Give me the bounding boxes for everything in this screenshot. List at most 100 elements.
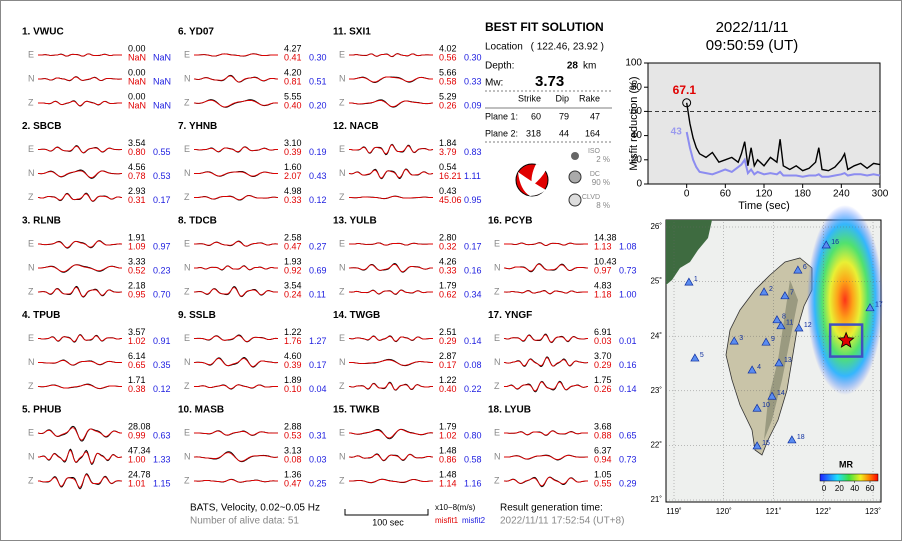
amplitude: 2.87 bbox=[439, 351, 457, 361]
station-title: 7. YHNB bbox=[178, 121, 217, 132]
component-label: Z bbox=[494, 475, 500, 485]
misfit2: 1.08 bbox=[619, 241, 637, 251]
misfit2: 1.27 bbox=[309, 336, 327, 346]
synthetic-waveform bbox=[349, 478, 433, 483]
colorbar-tick-label: 40 bbox=[850, 484, 859, 493]
component-label: N bbox=[184, 168, 191, 178]
station-title: 6. YD07 bbox=[178, 27, 214, 38]
misfit1: 2.07 bbox=[284, 171, 302, 181]
misfit1: 1.01 bbox=[128, 478, 146, 488]
amplitude: 1.60 bbox=[284, 162, 302, 172]
event-date: 2022/11/11 bbox=[716, 19, 789, 36]
component-label: Z bbox=[184, 192, 190, 202]
amplitude: 4.20 bbox=[284, 67, 302, 77]
synthetic-waveform bbox=[38, 473, 123, 489]
component-label: E bbox=[339, 49, 345, 59]
source-box bbox=[828, 323, 864, 358]
amplitude: 28.08 bbox=[128, 421, 151, 431]
component-label: E bbox=[28, 144, 34, 154]
misfit2: 0.11 bbox=[309, 289, 326, 299]
synthetic-waveform bbox=[503, 290, 588, 295]
station-title: 11. SXI1 bbox=[333, 27, 371, 38]
component-label: E bbox=[339, 427, 345, 437]
synthetic-waveform bbox=[503, 476, 588, 487]
component-label: E bbox=[184, 333, 190, 343]
lon-label: 120˚ bbox=[716, 507, 732, 516]
annotation: 43 bbox=[671, 127, 683, 138]
misfit2: 0.04 bbox=[309, 384, 327, 394]
synthetic-waveform bbox=[348, 169, 434, 179]
synthetic-waveform bbox=[37, 286, 123, 297]
amplitude: 1.84 bbox=[439, 138, 457, 148]
y-tick-label: 40 bbox=[631, 130, 643, 141]
x-tick-label: 0 bbox=[684, 189, 690, 200]
colorbar bbox=[819, 473, 879, 482]
station-number: 5 bbox=[700, 352, 704, 359]
component-label: N bbox=[339, 357, 346, 367]
synthetic-waveform bbox=[193, 75, 278, 83]
x-tick-label: 300 bbox=[872, 189, 889, 200]
component-label: N bbox=[339, 168, 346, 178]
synthetic-waveform bbox=[348, 454, 434, 461]
station-title: 15. TWKB bbox=[333, 405, 380, 416]
misfit1: 3.79 bbox=[439, 147, 457, 157]
component-label: Z bbox=[184, 475, 190, 485]
synthetic-waveform bbox=[349, 144, 434, 155]
misfit2: 0.25 bbox=[309, 478, 327, 488]
station-number: 10 bbox=[762, 402, 770, 409]
amplitude: 2.88 bbox=[284, 421, 302, 431]
component-label: E bbox=[28, 427, 34, 437]
component-label: E bbox=[28, 49, 34, 59]
misfit2: 0.16 bbox=[619, 360, 637, 370]
misfit2: 0.17 bbox=[464, 241, 482, 251]
misfit2: 0.73 bbox=[619, 454, 637, 464]
location: ( 122.46, 23.92 ) bbox=[531, 42, 604, 53]
table-header: Dip bbox=[555, 93, 569, 103]
amplitude: 2.80 bbox=[439, 232, 457, 242]
synthetic-waveform bbox=[504, 454, 589, 460]
amplitude: 2.93 bbox=[128, 186, 146, 196]
misfit1: 0.26 bbox=[439, 100, 457, 110]
station-marker bbox=[759, 287, 769, 296]
misfit1: 0.86 bbox=[439, 454, 457, 464]
misfit1: 0.29 bbox=[594, 360, 612, 370]
component-percent: 2 % bbox=[596, 155, 610, 164]
component-label: Z bbox=[494, 381, 500, 391]
lat-label: 25˚ bbox=[650, 277, 662, 286]
misfit1: 0.52 bbox=[128, 265, 146, 275]
component-label: Z bbox=[339, 97, 345, 107]
synthetic-waveform bbox=[38, 240, 123, 248]
misfit2: 1.15 bbox=[153, 478, 171, 488]
misfit1: 0.03 bbox=[594, 336, 612, 346]
depth-label: Depth: bbox=[485, 61, 514, 72]
synthetic-waveform bbox=[38, 76, 123, 81]
misfit2: 0.12 bbox=[153, 384, 171, 394]
series-line bbox=[686, 102, 881, 172]
lat-label: 23˚ bbox=[650, 386, 662, 395]
epicenter bbox=[837, 331, 855, 348]
component-label: E bbox=[184, 144, 190, 154]
station-number: 2 bbox=[769, 286, 773, 293]
synthetic-waveform bbox=[348, 53, 433, 57]
synthetic-waveform bbox=[193, 99, 279, 108]
misfit2: 0.03 bbox=[309, 454, 327, 464]
station-marker bbox=[761, 337, 771, 346]
component-label: N bbox=[339, 451, 346, 461]
amplitude: 6.14 bbox=[128, 351, 146, 361]
misfit1: 1.13 bbox=[594, 241, 612, 251]
colorbar-tick-label: 60 bbox=[866, 484, 875, 493]
plane-label: Plane 1: bbox=[485, 111, 518, 121]
y-tick-label: 80 bbox=[631, 82, 643, 93]
misfit1: 0.47 bbox=[284, 478, 302, 488]
misfit1: 0.24 bbox=[284, 289, 302, 299]
component-label: Z bbox=[494, 286, 500, 296]
result-time: 2022/11/11 17:52:54 (UT+8) bbox=[500, 516, 624, 527]
synthetic-waveform bbox=[194, 53, 278, 57]
misfit2: 0.51 bbox=[309, 76, 327, 86]
misfit2-legend: misfit2 bbox=[462, 516, 486, 525]
misfit2: 0.97 bbox=[153, 241, 171, 251]
component-label: N bbox=[339, 262, 346, 272]
component-label: E bbox=[28, 238, 34, 248]
lat-label: 24˚ bbox=[650, 331, 662, 340]
y-tick-label: 100 bbox=[625, 58, 642, 69]
